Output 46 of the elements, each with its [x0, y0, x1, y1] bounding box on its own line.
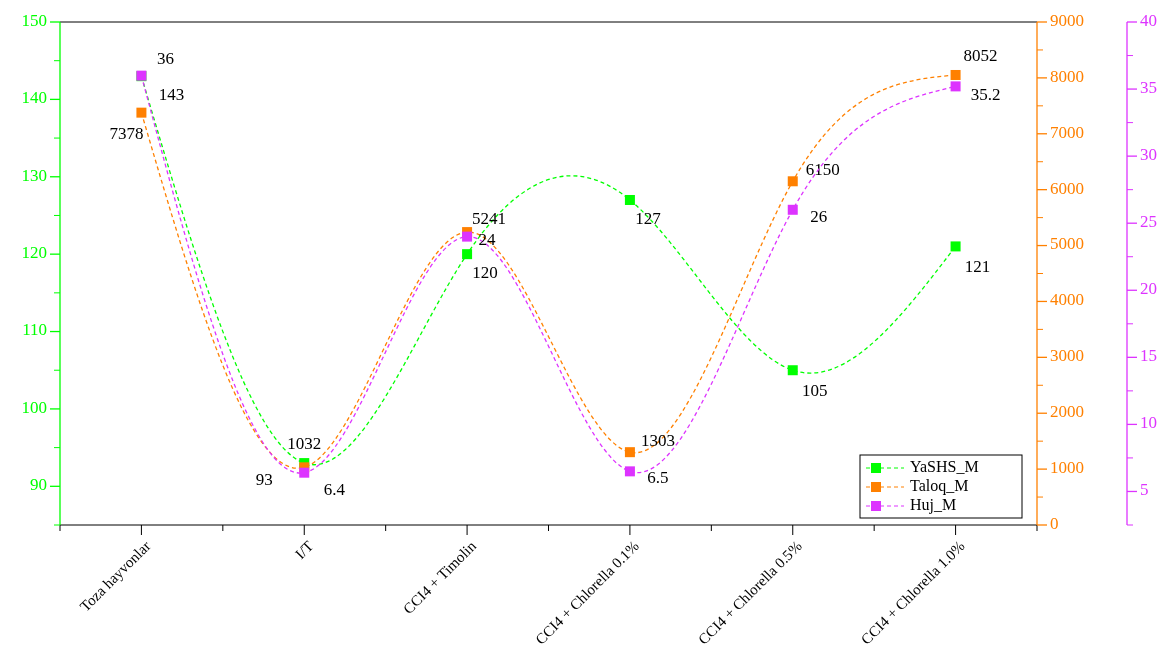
y2-tick-label: 9000	[1050, 10, 1084, 30]
y-tick-label: 110	[22, 320, 47, 340]
legend-label: YaSHS_M	[910, 457, 979, 475]
data-label: 5241	[472, 208, 507, 228]
data-label: 105	[802, 381, 828, 401]
y3-tick-label: 15	[1140, 346, 1157, 366]
data-label: 6150	[805, 160, 840, 180]
y2-tick-label: 6000	[1050, 178, 1084, 198]
y3-tick-label: 35	[1140, 77, 1157, 97]
y3-tick-label: 20	[1140, 279, 1157, 299]
y2-tick-label: 0	[1050, 513, 1059, 533]
data-label: 127	[635, 208, 662, 228]
data-label: 36	[156, 48, 174, 68]
data-label: 35.2	[970, 85, 1001, 105]
y3-tick-label: 5	[1140, 480, 1149, 500]
data-label: 7378	[109, 123, 144, 143]
legend-label: Taloq_M	[910, 476, 969, 495]
y3-tick-label: 30	[1140, 145, 1157, 165]
data-label: 1032	[287, 434, 322, 454]
y2-tick-label: 3000	[1050, 346, 1084, 366]
y-tick-label: 140	[21, 88, 47, 108]
y2-tick-label: 7000	[1050, 122, 1084, 142]
data-label: 8052	[963, 45, 998, 65]
y2-tick-label: 1000	[1050, 458, 1084, 478]
y-tick-label: 90	[30, 475, 47, 495]
y3-tick-label: 10	[1140, 413, 1157, 433]
y-tick-label: 100	[21, 397, 47, 417]
data-label: 93	[255, 470, 273, 489]
data-label: 121	[964, 257, 991, 277]
y-tick-label: 130	[21, 165, 47, 185]
data-label: 120	[472, 263, 498, 283]
y3-tick-label: 25	[1140, 212, 1157, 232]
y2-tick-label: 4000	[1050, 290, 1084, 310]
data-label: 1303	[640, 431, 675, 451]
data-label: 26	[810, 206, 828, 226]
y2-tick-label: 2000	[1050, 402, 1084, 422]
data-label: 6.4	[323, 479, 346, 499]
x-tick-label: I/T	[292, 537, 317, 563]
y3-tick-label: 40	[1140, 10, 1157, 30]
y-tick-label: 120	[21, 243, 47, 263]
y-tick-label: 150	[21, 10, 47, 30]
legend-label: Huj_M	[910, 495, 957, 514]
y2-tick-label: 8000	[1050, 66, 1084, 86]
data-label: 6.5	[647, 468, 669, 488]
y2-tick-label: 5000	[1050, 234, 1084, 254]
data-label: 143	[158, 85, 185, 105]
